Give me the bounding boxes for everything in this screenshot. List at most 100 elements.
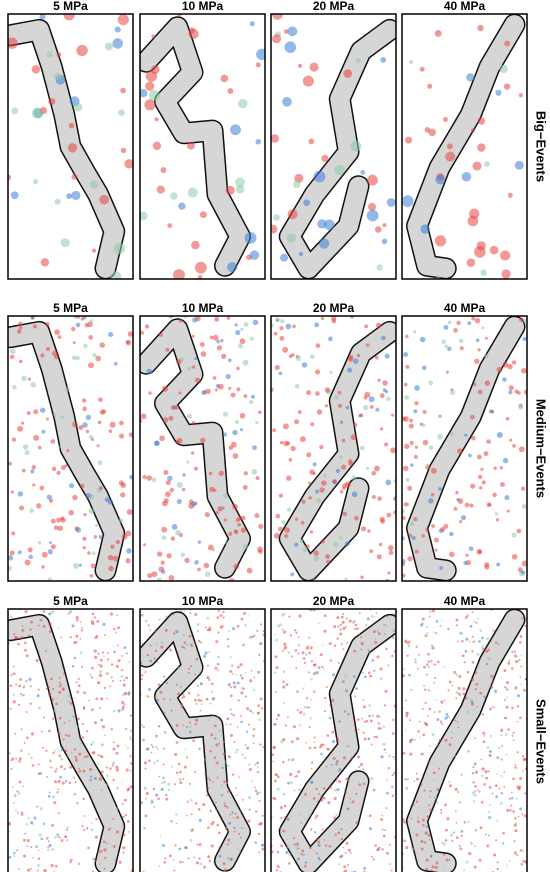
event-dot: [111, 764, 115, 767]
event-dot: [391, 629, 394, 632]
event-dot: [290, 740, 294, 744]
event-dot: [391, 794, 395, 797]
event-dot: [60, 839, 64, 842]
event-dot: [365, 343, 370, 347]
event-dot: [145, 748, 149, 751]
event-dot: [288, 458, 293, 462]
event-dot: [407, 644, 411, 648]
event-dot: [240, 515, 246, 521]
event-dot: [275, 869, 279, 872]
event-dot: [81, 824, 84, 827]
event-dot: [282, 738, 286, 741]
event-dot: [249, 336, 254, 341]
event-dot: [188, 782, 191, 785]
event-dot: [506, 696, 509, 699]
event-dot: [213, 756, 217, 759]
event-dot: [309, 717, 312, 720]
event-dot: [502, 831, 505, 835]
event-dot: [283, 642, 287, 646]
event-dot: [387, 571, 391, 575]
event-dot: [425, 663, 429, 666]
event-dot: [186, 413, 193, 420]
event-dot: [206, 664, 210, 667]
event-dot: [227, 683, 231, 687]
event-dot: [362, 768, 365, 770]
event-dot: [20, 749, 23, 752]
event-dot: [298, 614, 302, 618]
event-dot: [427, 83, 433, 89]
event-dot: [328, 336, 333, 342]
event-dot: [350, 434, 357, 441]
event-dot: [471, 316, 476, 321]
event-dot: [79, 483, 85, 489]
event-dot: [425, 673, 428, 676]
event-dot: [440, 811, 443, 814]
event-dot: [37, 688, 40, 691]
event-dot: [420, 839, 424, 844]
event-dot: [457, 448, 463, 455]
event-dot: [296, 690, 299, 693]
event-dot: [147, 695, 150, 698]
event-dot: [475, 621, 478, 624]
event-dot: [476, 617, 479, 620]
event-dot: [30, 821, 34, 825]
event-dot: [52, 610, 55, 613]
event-dot: [23, 641, 27, 645]
event-dot: [380, 755, 384, 759]
event-dot: [479, 629, 483, 632]
event-dot: [382, 742, 386, 746]
event-dot: [256, 792, 260, 795]
event-dot: [323, 839, 326, 841]
event-dot: [457, 726, 460, 729]
event-dot: [500, 774, 503, 777]
event-dot: [9, 684, 13, 688]
event-dot: [47, 692, 52, 696]
event-dot: [308, 725, 311, 729]
event-dot: [297, 63, 303, 68]
event-dot: [522, 859, 525, 863]
event-dot: [241, 754, 244, 756]
event-dot: [69, 610, 72, 613]
event-dot: [517, 567, 523, 573]
event-dot: [310, 828, 313, 831]
event-dot: [298, 813, 301, 816]
event-dot: [382, 834, 386, 838]
event-dot: [430, 660, 433, 663]
event-dot: [425, 825, 429, 829]
panel-border: [401, 13, 528, 280]
event-dot: [97, 763, 100, 765]
event-dot: [384, 442, 389, 447]
event-dot: [162, 385, 168, 392]
event-dot: [360, 648, 363, 651]
event-dot: [152, 141, 162, 151]
event-dot: [178, 778, 181, 781]
event-dot: [243, 394, 248, 399]
event-dot: [342, 846, 345, 849]
event-dot: [129, 736, 132, 739]
event-dot: [197, 639, 201, 643]
event-dot: [8, 822, 12, 826]
event-dot: [30, 469, 35, 474]
event-dot: [252, 728, 256, 731]
event-dot: [124, 744, 127, 747]
event-dot: [368, 652, 371, 655]
event-dot: [473, 865, 477, 869]
event-dot: [255, 475, 260, 480]
event-dot: [81, 626, 83, 629]
event-dot: [91, 751, 94, 754]
event-dot: [214, 316, 220, 322]
event-dot: [222, 610, 225, 614]
event-dot: [36, 694, 40, 698]
event-dot: [197, 694, 200, 697]
event-dot: [233, 563, 240, 570]
event-dot: [112, 709, 116, 713]
event-dot: [414, 385, 420, 391]
event-dot: [365, 624, 368, 626]
event-dot: [10, 348, 16, 355]
event-dot: [234, 419, 240, 425]
event-dot: [258, 523, 264, 529]
event-dot: [168, 648, 172, 652]
event-dot: [433, 537, 439, 543]
event-dot: [125, 652, 129, 655]
event-dot: [476, 454, 482, 460]
